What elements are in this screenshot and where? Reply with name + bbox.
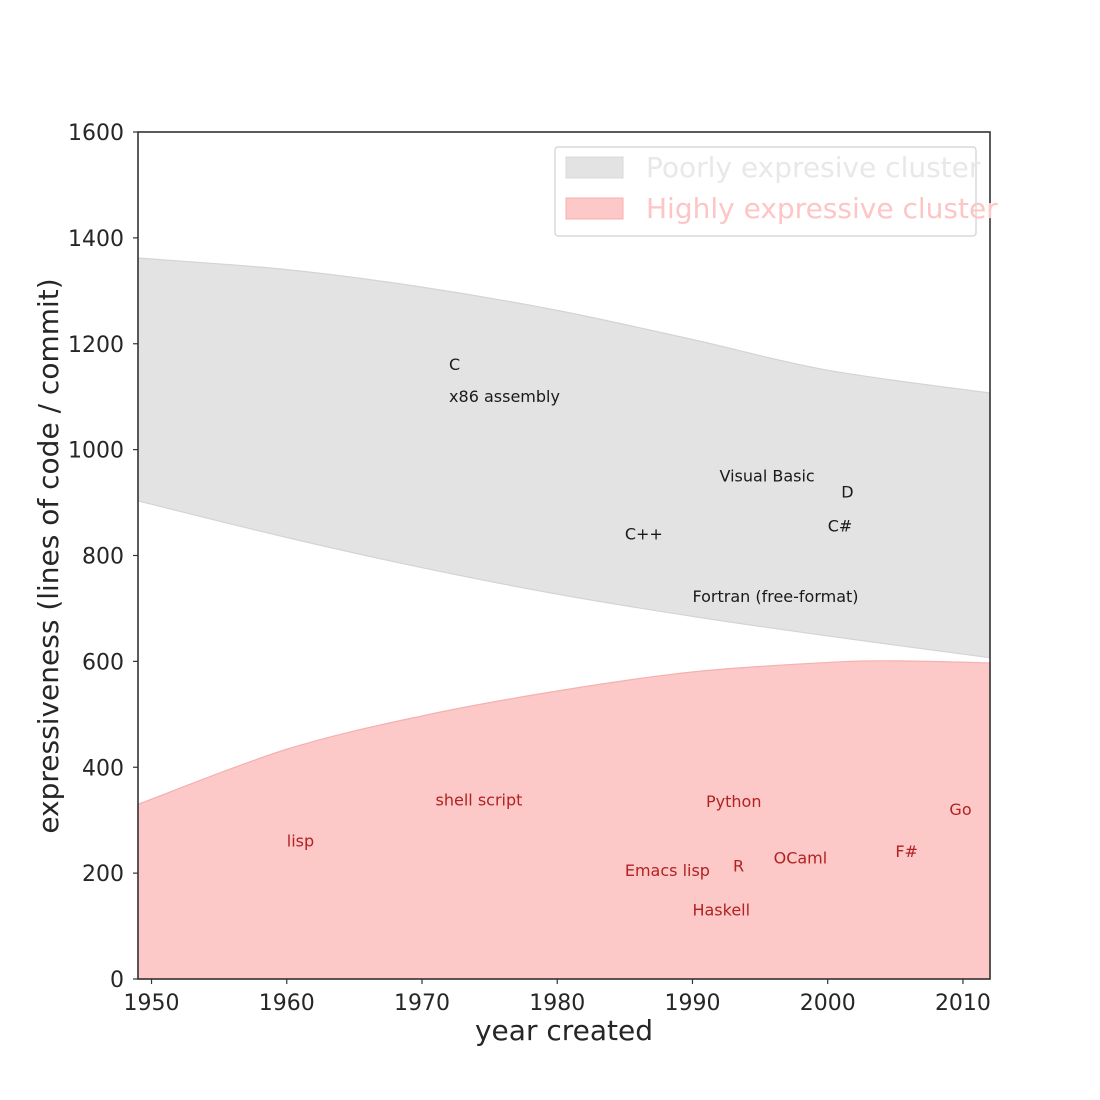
y-tick-label: 1400 xyxy=(68,227,124,252)
legend-box xyxy=(554,146,977,237)
x-tick-label: 1990 xyxy=(664,991,720,1016)
x-tick-label: 2000 xyxy=(800,991,856,1016)
y-axis-label: expressiveness (lines of code / commit) xyxy=(32,278,65,833)
x-tick-label: 1970 xyxy=(394,991,450,1016)
point-label-r: R xyxy=(733,857,744,876)
y-tick-label: 1600 xyxy=(68,121,124,146)
point-label-shell-script: shell script xyxy=(436,790,523,809)
x-tick-label: 1950 xyxy=(124,991,180,1016)
point-label-c: C xyxy=(449,355,460,374)
x-axis-ticks: 1950 1960 1970 1980 1990 2000 2010 xyxy=(124,979,991,1016)
x-tick-label: 1960 xyxy=(259,991,315,1016)
point-label-c: C++ xyxy=(625,525,663,544)
point-label-go: Go xyxy=(949,800,971,819)
point-label-ocaml: OCaml xyxy=(774,849,828,868)
x-tick-label: 1980 xyxy=(529,991,585,1016)
y-tick-label: 1200 xyxy=(68,333,124,358)
point-label-f: F# xyxy=(895,842,918,861)
legend-label-poorly-expressive: Poorly expresive cluster xyxy=(646,151,981,184)
legend-label-highly-expressive: Highly expressive cluster xyxy=(646,192,998,225)
x-axis-label: year created xyxy=(475,1014,653,1047)
y-tick-label: 400 xyxy=(82,756,124,781)
point-label-x86-assembly: x86 assembly xyxy=(449,387,560,406)
point-label-d: D xyxy=(841,482,853,501)
y-tick-label: 200 xyxy=(82,862,124,887)
legend-swatch-highly-expressive xyxy=(565,197,624,220)
y-tick-label: 800 xyxy=(82,545,124,570)
y-tick-label: 1000 xyxy=(68,439,124,464)
y-axis-ticks: 0 200 400 600 800 1000 1200 1400 1600 xyxy=(68,121,138,993)
legend: Poorly expresive cluster Highly expressiv… xyxy=(554,146,998,237)
point-label-fortran-free-format: Fortran (free-format) xyxy=(692,587,858,606)
point-label-c: C# xyxy=(828,517,853,536)
point-label-haskell: Haskell xyxy=(692,900,750,919)
legend-swatch-poorly-expressive xyxy=(565,156,624,179)
x-tick-label: 2010 xyxy=(935,991,991,1016)
point-label-visual-basic: Visual Basic xyxy=(720,466,815,485)
y-tick-label: 0 xyxy=(110,968,124,993)
point-label-lisp: lisp xyxy=(287,832,314,851)
point-label-emacs-lisp: Emacs lisp xyxy=(625,861,710,880)
y-tick-label: 600 xyxy=(82,650,124,675)
point-label-python: Python xyxy=(706,792,761,811)
